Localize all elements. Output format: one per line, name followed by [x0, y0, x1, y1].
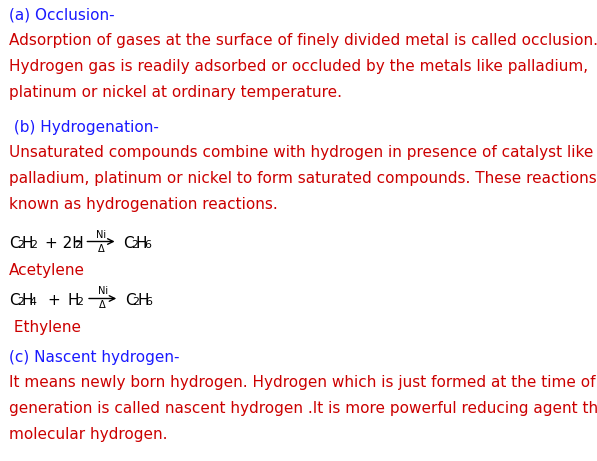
Text: Hydrogen gas is readily adsorbed or occluded by the metals like palladium,: Hydrogen gas is readily adsorbed or occl… [9, 59, 588, 74]
Text: platinum or nickel at ordinary temperature.: platinum or nickel at ordinary temperatu… [9, 85, 342, 100]
Text: C: C [9, 293, 20, 308]
Text: 2: 2 [30, 240, 37, 250]
Text: Δ: Δ [99, 301, 106, 311]
Text: 2: 2 [74, 240, 81, 250]
Text: palladium, platinum or nickel to form saturated compounds. These reactions are: palladium, platinum or nickel to form sa… [9, 171, 597, 186]
Text: H: H [21, 293, 33, 308]
Text: It means newly born hydrogen. Hydrogen which is just formed at the time of its: It means newly born hydrogen. Hydrogen w… [9, 375, 597, 390]
Text: (a) Occlusion-: (a) Occlusion- [9, 8, 115, 23]
Text: 6: 6 [144, 240, 151, 250]
Text: 2: 2 [133, 297, 140, 307]
Text: generation is called nascent hydrogen .It is more powerful reducing agent than: generation is called nascent hydrogen .I… [9, 401, 597, 416]
Text: H: H [67, 293, 79, 308]
Text: 2: 2 [17, 297, 24, 307]
Text: 2: 2 [17, 240, 24, 250]
Text: 4: 4 [30, 297, 37, 307]
Text: molecular hydrogen.: molecular hydrogen. [9, 427, 167, 442]
Text: 2: 2 [76, 297, 83, 307]
Text: + 2H: + 2H [45, 236, 83, 251]
Text: Δ: Δ [97, 243, 104, 254]
Text: 2: 2 [131, 240, 138, 250]
Text: C: C [123, 236, 134, 251]
Text: H: H [136, 236, 147, 251]
Text: (c) Nascent hydrogen-: (c) Nascent hydrogen- [9, 350, 180, 365]
Text: Ni: Ni [97, 286, 107, 296]
Text: 6: 6 [146, 297, 153, 307]
Text: (b) Hydrogenation-: (b) Hydrogenation- [9, 120, 159, 135]
Text: known as hydrogenation reactions.: known as hydrogenation reactions. [9, 197, 278, 212]
Text: H: H [21, 236, 33, 251]
Text: +: + [48, 293, 60, 308]
Text: H: H [137, 293, 149, 308]
Text: C: C [125, 293, 136, 308]
Text: Acetylene: Acetylene [9, 263, 85, 278]
Text: Ethylene: Ethylene [9, 320, 81, 335]
Text: Adsorption of gases at the surface of finely divided metal is called occlusion.: Adsorption of gases at the surface of fi… [9, 33, 597, 48]
Text: Ni: Ni [96, 230, 106, 240]
Text: Unsaturated compounds combine with hydrogen in presence of catalyst like: Unsaturated compounds combine with hydro… [9, 145, 593, 160]
Text: C: C [9, 236, 20, 251]
